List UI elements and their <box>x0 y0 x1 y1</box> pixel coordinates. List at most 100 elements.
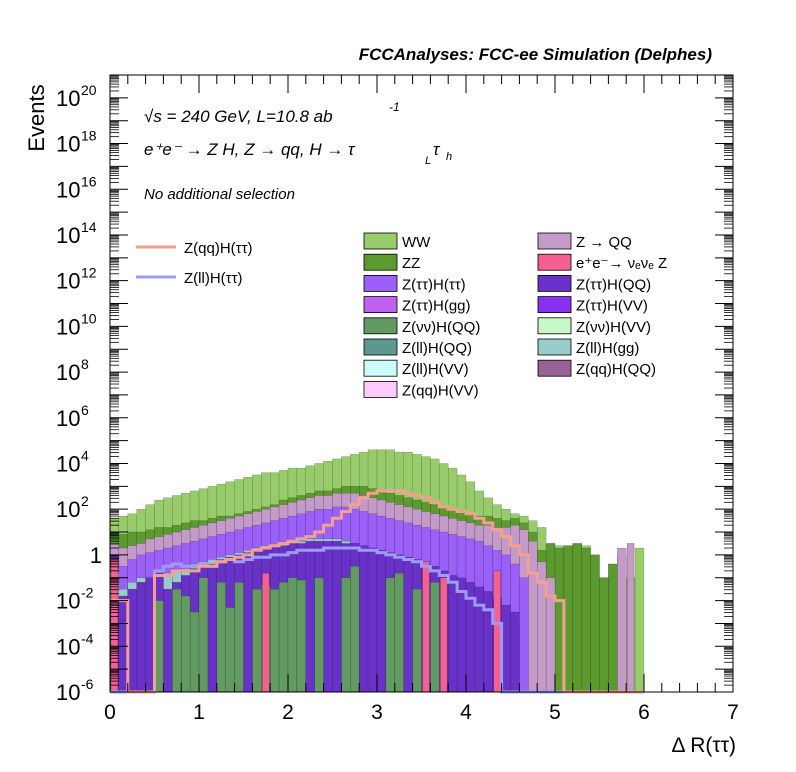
x-tick-label: 7 <box>727 701 739 724</box>
bar-zz-56 <box>608 563 618 693</box>
legend-label: Z(qq)H(ττ) <box>184 240 253 257</box>
bar-znnhqq-8 <box>180 595 191 693</box>
bar-znnhqq-16 <box>252 588 262 693</box>
y-tick-exponent: 6 <box>81 402 89 418</box>
legend-swatch-11 <box>537 338 572 356</box>
legend-label: Z → QQ <box>576 234 632 251</box>
legend-label: Z(νν)H(QQ) <box>402 319 480 336</box>
bar-znnhqq-34 <box>412 588 422 693</box>
y-tick-exponent: 4 <box>81 447 89 463</box>
legend-label: Z(ll)H(VV) <box>402 361 469 378</box>
bar-spike-2 <box>262 572 270 693</box>
bar-ztthqq-6 <box>163 588 173 693</box>
x-tick-label: 1 <box>193 701 205 724</box>
legend-swatch-9 <box>537 317 572 335</box>
bar-spike-6 <box>626 543 635 693</box>
y-tick-label: 10 <box>56 223 80 248</box>
bar-zqq-57 <box>617 547 627 693</box>
legend-swatch-13 <box>537 359 572 377</box>
bar-ztthqq-29 <box>367 547 378 693</box>
process-annotation: e⁺e⁻ → Z H, Z → qq, H → τ <box>144 140 356 159</box>
y-tick-label: 10 <box>56 314 80 339</box>
selection-annotation: No additional selection <box>144 186 295 203</box>
bar-spike-3 <box>422 561 430 693</box>
bar-spike-4 <box>440 577 448 693</box>
y-tick-exponent: 10 <box>81 310 97 326</box>
bar-znnhqq-27 <box>350 566 360 693</box>
bar-znnhqq-19 <box>278 582 289 693</box>
y-tick-label: 10 <box>56 451 80 476</box>
energy-annotation: √s = 240 GeV, L=10.8 ab <box>144 107 333 126</box>
y-tick-label: 10 <box>56 680 80 705</box>
legend-label: WW <box>402 234 431 251</box>
legend-swatch-7 <box>537 296 572 314</box>
bar-zz-55 <box>599 577 609 693</box>
legend-label: Z(ll)H(gg) <box>576 340 639 357</box>
y-axis-label: Events <box>24 84 49 151</box>
y-tick-label: 10 <box>56 589 80 614</box>
bar-znnhqq-18 <box>270 588 280 693</box>
x-tick-label: 5 <box>549 701 561 724</box>
bar-zz-54 <box>590 554 600 693</box>
y-tick-exponent: 16 <box>81 173 97 189</box>
legend-swatch-14 <box>363 380 398 398</box>
bar-ztthqq-33 <box>403 556 413 693</box>
legend-swatch-3 <box>537 253 572 271</box>
legend-label: Z(ττ)H(ττ) <box>402 276 466 293</box>
y-tick-exponent: 12 <box>81 265 97 281</box>
legend-label: Z(qq)H(VV) <box>402 382 479 399</box>
legend-swatch-1 <box>537 232 572 250</box>
energy-annotation-sup: -1 <box>389 100 400 114</box>
legend-swatch-5 <box>537 274 572 292</box>
bar-znnhqq-13 <box>225 607 235 693</box>
bar-znnhqq-23 <box>314 577 324 693</box>
y-tick-exponent: 18 <box>81 128 97 144</box>
histogram-stack <box>109 449 645 693</box>
bar-znnhqq-32 <box>394 572 404 693</box>
y-tick-label: 10 <box>56 360 80 385</box>
legend-swatch-2 <box>363 253 398 271</box>
y-tick-exponent: 14 <box>81 219 97 235</box>
bar-znnhqq-7 <box>172 588 182 693</box>
y-tick-label: 10 <box>56 634 80 659</box>
bar-znnhqq-31 <box>385 577 395 693</box>
x-tick-label: 4 <box>460 701 472 724</box>
signal-line-zqq-htt <box>110 489 644 694</box>
bar-znnhqq-20 <box>287 577 298 693</box>
legend-swatch-0 <box>363 232 398 250</box>
legend-swatch-12 <box>363 359 398 377</box>
legend-swatch-4 <box>363 274 398 292</box>
y-tick-exponent: 2 <box>81 493 89 509</box>
bar-znnhqq-9 <box>189 611 200 693</box>
legend-label: Z(ll)H(QQ) <box>402 340 472 357</box>
bar-zz-53 <box>581 547 591 693</box>
bar-znnhqq-21 <box>296 579 306 693</box>
bar-ztthqq-28 <box>359 545 369 693</box>
chart-title: FCCAnalyses: FCC-ee Simulation (Delphes) <box>359 45 713 64</box>
process-annotation-sub-h: h <box>446 151 452 163</box>
legend-swatch-8 <box>363 317 398 335</box>
bar-ztthqq-24 <box>323 540 333 693</box>
process-annotation-sub-l: L <box>425 155 431 167</box>
y-tick-label: 10 <box>56 269 80 294</box>
bar-ztthqq-22 <box>305 540 315 693</box>
y-tick-exponent: -4 <box>81 630 94 646</box>
bar-znnhqq-12 <box>216 582 226 693</box>
y-tick-exponent: 20 <box>81 82 97 98</box>
bar-spike-5 <box>493 570 501 693</box>
bar-zz-52 <box>572 543 582 693</box>
bar-ztthqq-45 <box>510 611 520 693</box>
bar-ztthqq-30 <box>376 550 387 693</box>
bar-ww-59 <box>634 547 645 693</box>
x-tick-label: 6 <box>638 701 650 724</box>
bar-ztthtt-46 <box>519 577 529 693</box>
legend-label: Z(ll)H(ττ) <box>184 270 243 287</box>
bar-znnhqq-10 <box>198 577 209 693</box>
y-tick-label: 1 <box>90 543 102 568</box>
y-tick-label: 10 <box>56 132 80 157</box>
y-tick-exponent: -2 <box>81 585 94 601</box>
x-tick-label: 3 <box>371 701 383 724</box>
bar-znnhqq-26 <box>341 577 351 693</box>
bar-ztthqq-15 <box>243 552 253 693</box>
